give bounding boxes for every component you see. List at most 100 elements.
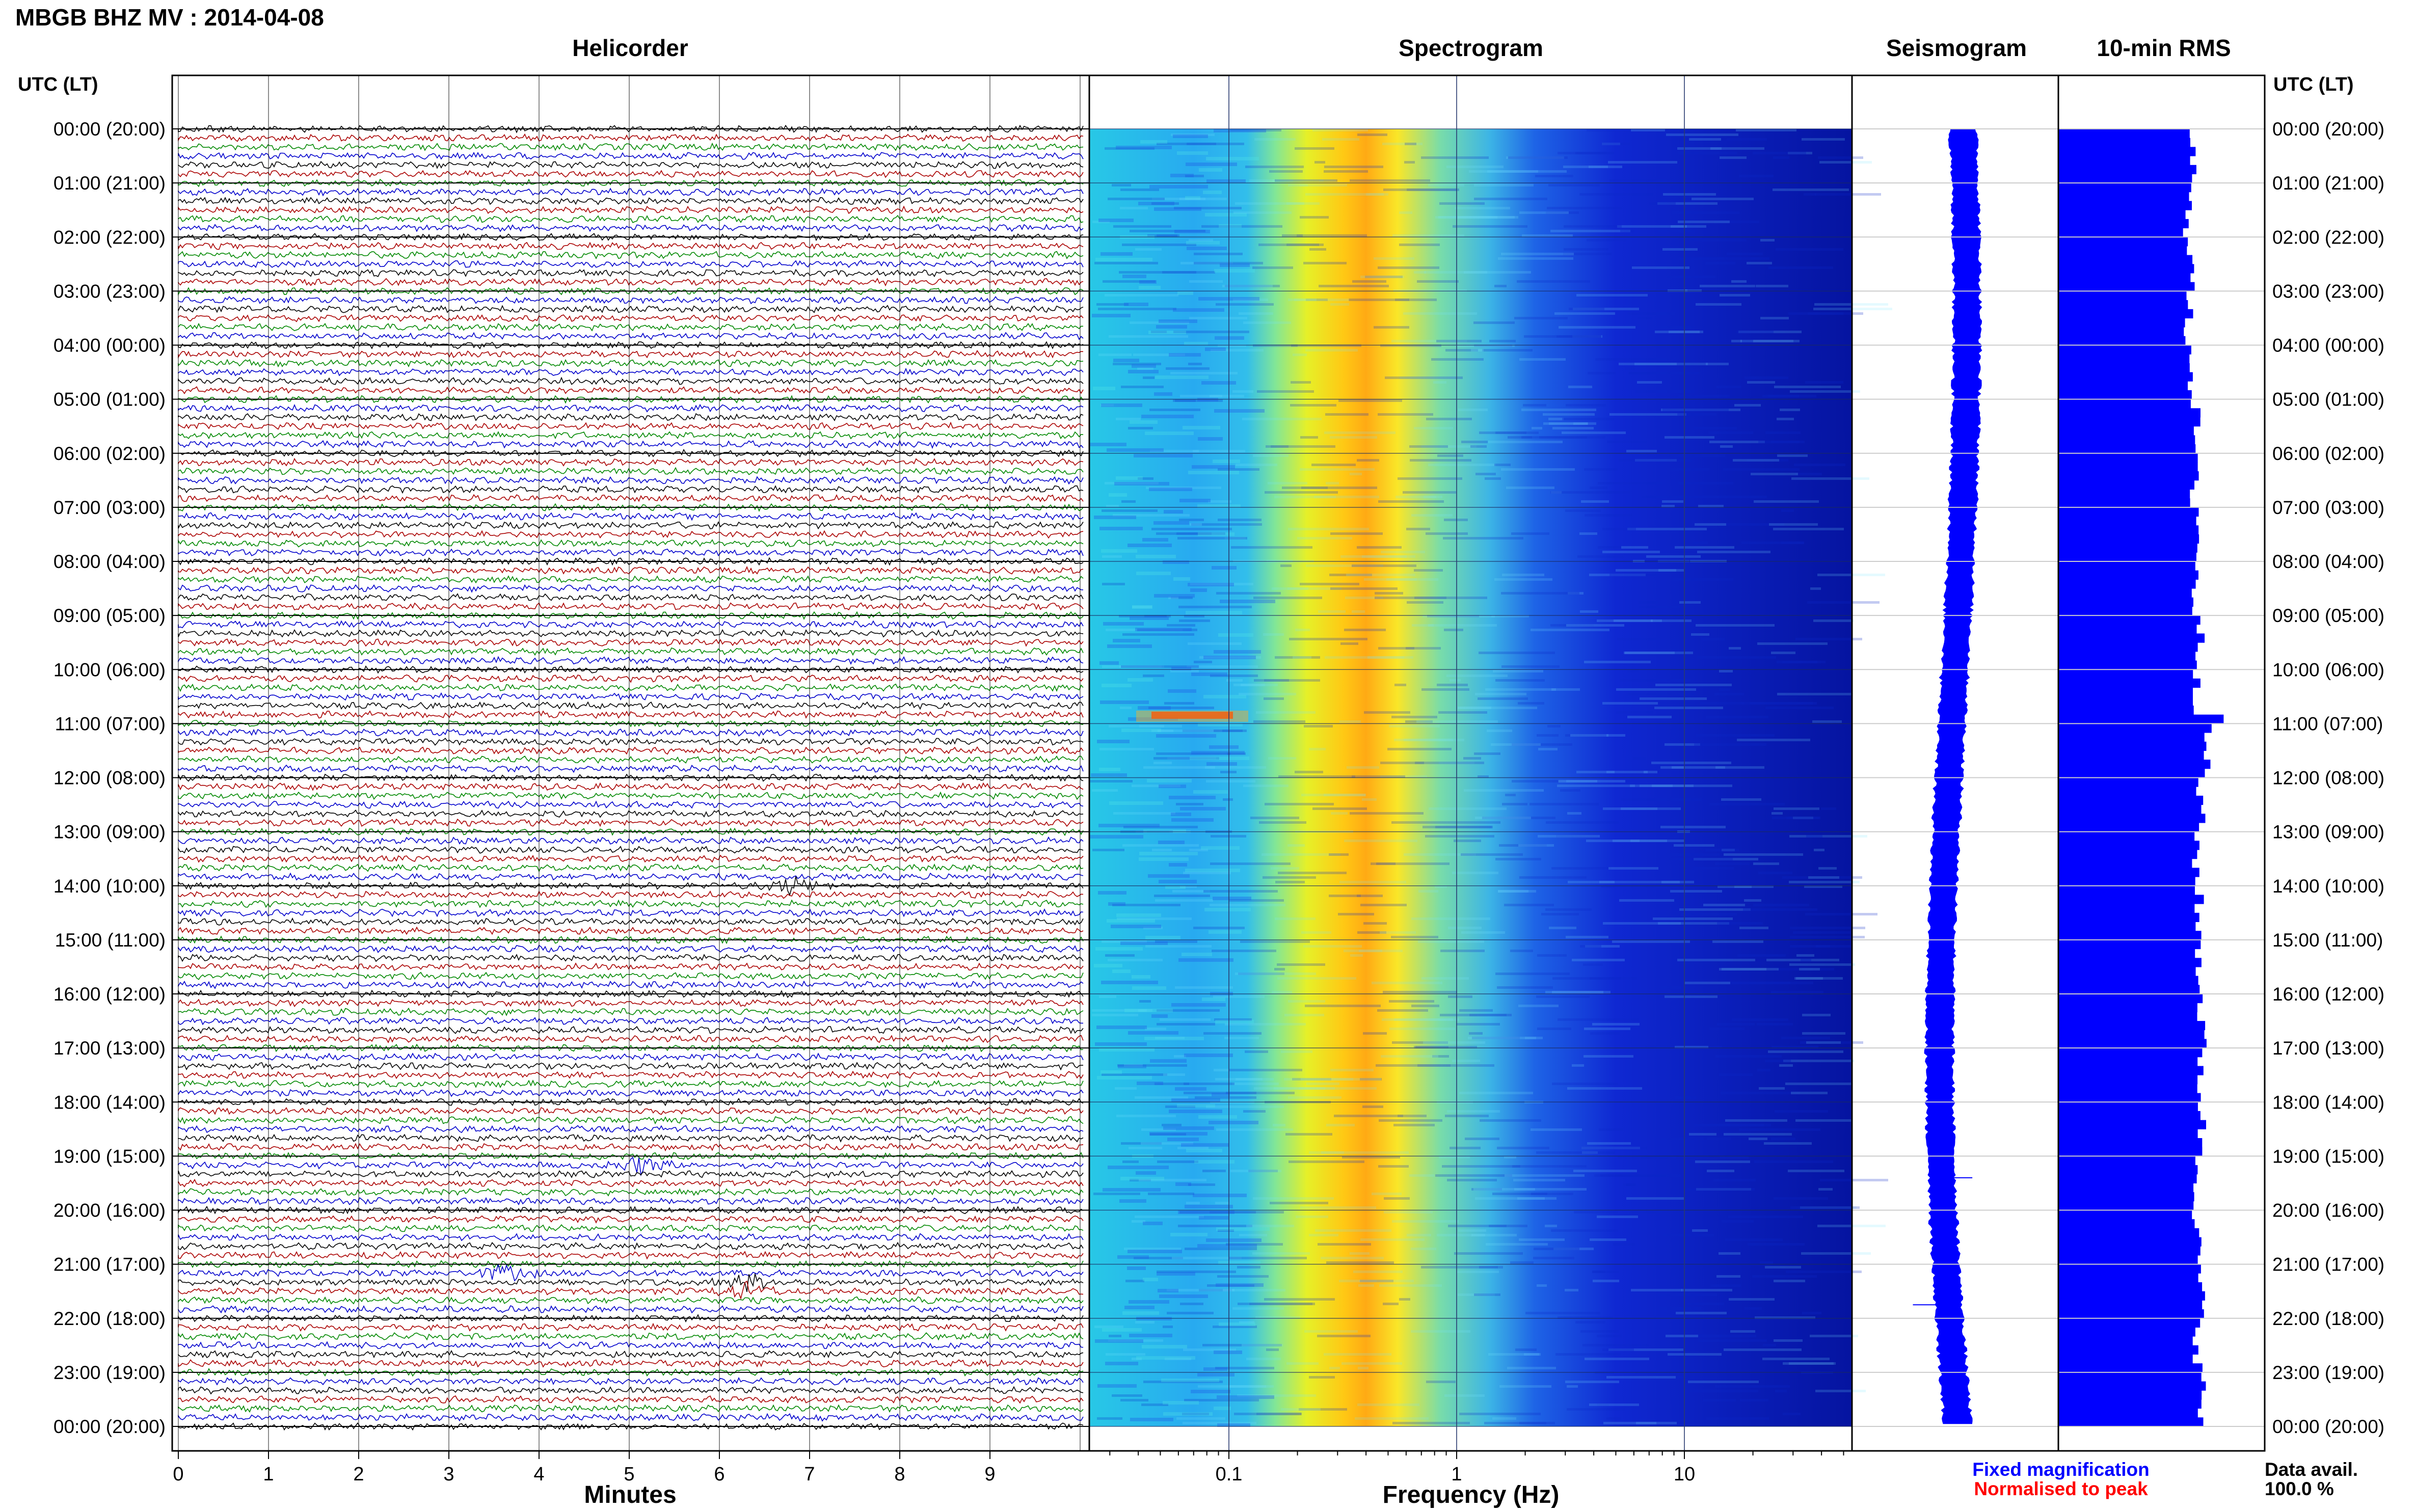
rms-bar: [2058, 985, 2200, 994]
helicorder-trace-row: [178, 376, 1084, 386]
rms-bar: [2058, 282, 2195, 291]
panel-frames: [171, 74, 2266, 1452]
time-label-left: 21:00 (17:00): [53, 1254, 166, 1275]
rms-bar: [2058, 1399, 2202, 1409]
spectrogram-lowfreq-texture: [1090, 129, 1275, 1427]
rms-bar: [2058, 706, 2194, 715]
time-label-right: 07:00 (03:00): [2272, 497, 2384, 518]
helicorder-trace-row: [178, 268, 1084, 278]
rms-bar: [2058, 255, 2193, 264]
rms-bar: [2058, 904, 2195, 913]
spectrogram-tick-label: 1: [1451, 1464, 1462, 1485]
time-labels-left: 00:00 (20:00) 01:00 (21:00) 02:00 (22:00) 0…: [53, 119, 166, 1437]
helicorder-trace-row: [178, 467, 1084, 475]
time-label-right: 04:00 (00:00): [2272, 335, 2384, 356]
helicorder-trace-row: [178, 142, 1084, 151]
helicorder-trace-row: [178, 944, 1084, 953]
rms-bar: [2058, 1102, 2198, 1112]
helicorder-trace-row: [178, 1142, 1084, 1152]
time-label-right: 14:00 (10:00): [2272, 876, 2384, 897]
helicorder-trace-row: [178, 1170, 1084, 1179]
time-label-left: 19:00 (15:00): [53, 1146, 166, 1167]
rms-bar: [2058, 1291, 2205, 1301]
helicorder-trace-row: [178, 1052, 1084, 1062]
rms-bar: [2058, 858, 2192, 868]
time-label-right: 10:00 (06:00): [2272, 659, 2384, 680]
helicorder-trace-row: [178, 187, 1084, 197]
helicorder-trace-row: [178, 1341, 1084, 1349]
rms-bar: [2058, 165, 2196, 174]
helicorder-x-label: Minutes: [584, 1481, 676, 1508]
time-label-left: 04:00 (00:00): [53, 335, 166, 356]
rms-bar: [2058, 453, 2198, 463]
helicorder-trace-row: [178, 494, 1084, 503]
helicorder-trace-row: [178, 287, 1084, 296]
helicorder-trace-row: [178, 440, 1084, 449]
rms-bar: [2058, 966, 2196, 977]
helicorder-trace-row: [178, 1089, 1084, 1097]
time-label-left: 18:00 (14:00): [53, 1092, 166, 1113]
helicorder-trace-row: [178, 1062, 1083, 1071]
rms-bar: [2058, 570, 2198, 580]
rms-bar: [2058, 552, 2196, 562]
rms-bar: [2058, 1183, 2194, 1193]
time-label-right: 22:00 (18:00): [2272, 1308, 2384, 1329]
helicorder-x-ticks: 0 1 2 3 4 5 6 7 8 9: [173, 1451, 996, 1485]
spectrogram-tick-label: 10: [1674, 1464, 1695, 1485]
time-label-right: 21:00 (17:00): [2272, 1254, 2384, 1275]
helicorder-trace-row: [178, 638, 1084, 647]
helicorder-trace-row: [178, 908, 1084, 917]
helicorder-title: Helicorder: [572, 35, 688, 61]
rms-bar: [2058, 471, 2199, 481]
helicorder-tick-label: 4: [533, 1464, 544, 1485]
rms-bar: [2058, 129, 2190, 139]
helicorder-trace-row: [178, 647, 1084, 656]
rms-bar: [2058, 624, 2197, 634]
rms-bar: [2058, 1075, 2198, 1085]
helicorder-trace-row: [178, 863, 1084, 872]
rms-bar: [2058, 1138, 2203, 1148]
helicorder-trace-row: [178, 971, 1084, 980]
rms-bar: [2058, 426, 2194, 436]
rms-bar: [2058, 237, 2188, 247]
helicorder-trace-row: [178, 341, 1084, 349]
helicorder-tick-label: 0: [173, 1464, 183, 1485]
rms-bar: [2058, 831, 2195, 841]
rms-bar: [2058, 877, 2195, 886]
rms-bar: [2058, 1246, 2201, 1256]
rms-bar: [2058, 733, 2205, 742]
rms-bar: [2058, 435, 2195, 445]
helicorder-trace-row: [178, 224, 1084, 232]
rms-bar: [2058, 597, 2193, 607]
rms-bar: [2058, 516, 2196, 526]
rms-bar: [2058, 1318, 2201, 1328]
rms-bar: [2058, 750, 2204, 760]
time-label-right: 23:00 (19:00): [2272, 1362, 2384, 1383]
rms-bar: [2058, 462, 2198, 472]
helicorder-trace-row: [178, 241, 1084, 250]
helicorder-trace-row: [178, 178, 1084, 187]
rms-bar: [2058, 291, 2187, 301]
helicorder-trace-row: [178, 917, 1084, 926]
time-label-left: 03:00 (23:00): [53, 281, 166, 302]
helicorder-trace-row: [178, 1296, 1084, 1305]
helicorder-trace-row: [178, 593, 1084, 602]
time-label-right: 01:00 (21:00): [2272, 173, 2384, 194]
rms-bar: [2058, 1273, 2198, 1283]
rms-bar: [2058, 534, 2199, 544]
helicorder-trace-row: [178, 782, 1084, 791]
time-label-left: 14:00 (10:00): [53, 876, 166, 897]
helicorder-trace-row: [178, 962, 1084, 971]
helicorder-trace-row: [178, 683, 1084, 692]
helicorder-trace-row: [178, 1178, 1084, 1187]
seismogram-envelope: [1924, 128, 1982, 1424]
rms-bar: [2058, 1048, 2203, 1058]
helicorder-tick-label: 9: [984, 1464, 995, 1485]
helicorder-trace-row: [178, 755, 1084, 764]
rms-bar: [2058, 1219, 2195, 1229]
helicorder-trace-row: [178, 1377, 1084, 1386]
time-label-right: 00:00 (20:00): [2272, 1416, 2384, 1437]
helicorder-trace-row: [178, 728, 1084, 737]
rms-bar: [2058, 1372, 2202, 1382]
